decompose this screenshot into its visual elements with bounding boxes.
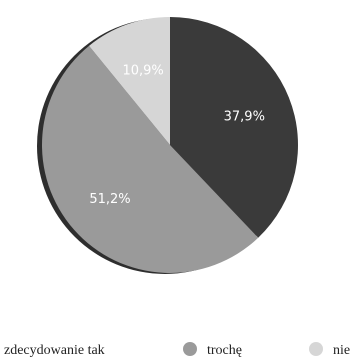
legend-label-nie: nie [333, 343, 350, 358]
legend: zdecydowanie tak trochę nie [4, 342, 350, 358]
legend-label-trochę: trochę [207, 343, 242, 358]
data-label-nie: 10,9% [122, 64, 163, 79]
pie-slice-zdecydowanie-tak [170, 17, 299, 238]
legend-swatch-trochę [183, 342, 197, 356]
pie-slice-trochę [42, 45, 259, 273]
pie-slice-nie [89, 17, 170, 145]
legend-label-zdecydowanie-tak: zdecydowanie tak [4, 343, 105, 358]
data-label-zdecydowanie-tak: 37,9% [224, 109, 265, 124]
pie-slices [42, 17, 299, 273]
legend-swatch-nie [309, 342, 323, 356]
data-label-trochę: 51,2% [89, 192, 130, 207]
pie-data-labels: 37,9% 51,2% 10,9% [89, 64, 265, 207]
